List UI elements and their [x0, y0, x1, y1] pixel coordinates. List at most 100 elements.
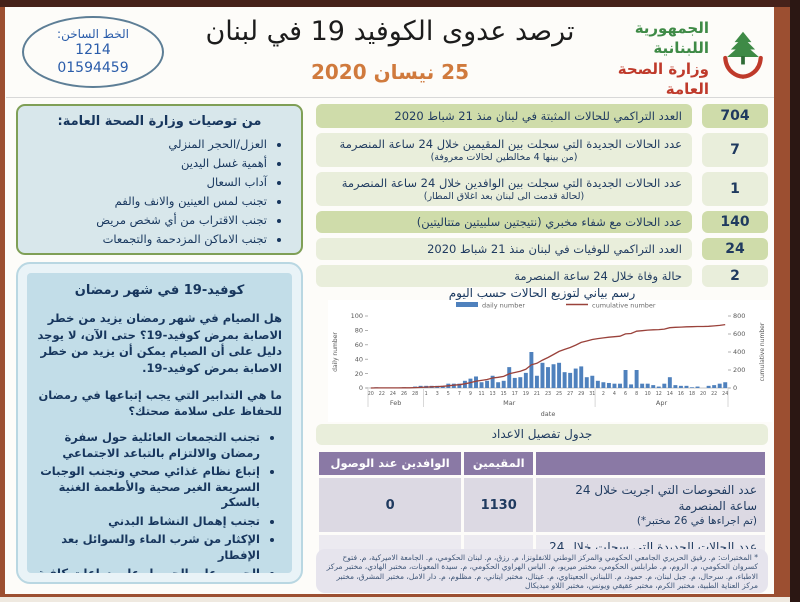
frame-right-dark	[790, 0, 800, 602]
ramadan-question: ما هي التدابير التي يجب إتباعها في رمضان…	[38, 387, 282, 419]
stat-row: عدد الحالات الجديدة التي سجلت بين المقيم…	[316, 133, 768, 167]
svg-text:23: 23	[545, 391, 551, 397]
frame-left	[0, 7, 5, 602]
svg-text:21: 21	[534, 391, 540, 397]
list-item: تجنب الاقتراب من أي شخص مريض	[30, 213, 267, 227]
hotline-label: الخط الساخن:	[57, 27, 129, 41]
svg-text:17: 17	[512, 391, 518, 397]
svg-text:24: 24	[390, 391, 396, 397]
svg-text:29: 29	[578, 391, 584, 397]
svg-text:8: 8	[635, 391, 638, 397]
list-item: تجنب التجمعات العائلية حول سفرة رمضان وا…	[37, 430, 260, 461]
stat-row: العدد التراكمي للحالات المثبتة في لبنان …	[316, 104, 768, 128]
stat-row: العدد التراكمي للوفيات في لبنان منذ 21 ش…	[316, 238, 768, 260]
svg-text:800: 800	[733, 312, 745, 320]
frame-bottom	[0, 594, 790, 597]
footnote-box: * المختبرات: م. رفيق الحريري الجامعي الح…	[316, 549, 768, 593]
stat-label: العدد التراكمي للحالات المثبتة في لبنان …	[316, 104, 692, 128]
svg-text:24: 24	[722, 391, 728, 397]
svg-text:0: 0	[359, 384, 363, 392]
frame-top	[0, 0, 800, 7]
list-item: إتباع نظام غذائي صحي وتجنب الوجبات السري…	[37, 464, 260, 511]
stat-label: عدد الحالات الجديدة التي سجلت بين الوافد…	[316, 172, 692, 206]
ramadan-title: كوفيد-19 في شهر رمضان	[74, 283, 245, 298]
recommendations-list: العزل/الحجر المنزلي أهمية غسل اليدين آداب …	[30, 137, 289, 246]
svg-text:10: 10	[645, 391, 651, 397]
ramadan-list: تجنب التجمعات العائلية حول سفرة رمضان وا…	[37, 430, 282, 573]
frame-bottom-cream	[0, 597, 790, 602]
svg-text:7: 7	[458, 391, 461, 397]
page-title: ترصد عدوى الكوفيد 19 في لبنان	[205, 16, 575, 47]
frame-right	[774, 7, 790, 602]
residents-value: 1130	[464, 477, 534, 533]
stat-value: 704	[702, 104, 768, 128]
svg-text:4: 4	[613, 391, 616, 397]
republic-name: الجمهورية اللبنانية	[634, 19, 709, 58]
svg-text:6: 6	[624, 391, 627, 397]
svg-text:16: 16	[678, 391, 684, 397]
details-table-title: جدول تفصيل الاعداد	[316, 424, 768, 445]
svg-text:0: 0	[733, 384, 737, 392]
hotline-number-short: 1214	[75, 42, 111, 58]
list-item: العزل/الحجر المنزلي	[30, 137, 267, 151]
svg-text:80: 80	[355, 327, 363, 335]
ramadan-inner: كوفيد-19 في شهر رمضان هل الصيام في شهر ر…	[27, 273, 292, 573]
list-item: تجنب لمس العينين والانف والفم	[30, 194, 267, 208]
chart-wrap: daily number cumulative number 0 20 40 60 80 10…	[328, 300, 772, 422]
stat-label: عدد الحالات مع شفاء مخبري (نتيجتين سلبيت…	[316, 211, 692, 233]
svg-text:Apr: Apr	[656, 399, 668, 407]
svg-text:9: 9	[469, 391, 472, 397]
ministry-name: وزارة الصحة العامة	[617, 59, 709, 98]
header-divider	[6, 97, 774, 98]
recommendations-box: من توصيات وزارة الصحة العامة: العزل/الحج…	[16, 104, 303, 255]
svg-text:14: 14	[667, 391, 673, 397]
arrivals-value: 0	[319, 477, 462, 533]
svg-text:20: 20	[355, 370, 363, 378]
row-label: عدد الفحوصات التي اجريت خلال 24 ساعة الم…	[536, 477, 765, 533]
details-col-residents: المقيمين	[464, 452, 534, 475]
stat-sublabel: (لحالة قدمت الى لبنان بعد اغلاق المطار)	[423, 190, 585, 202]
stat-label: العدد التراكمي للوفيات في لبنان منذ 21 ش…	[316, 238, 692, 260]
labs-footnote: * المختبرات: م. رفيق الحريري الجامعي الح…	[326, 553, 758, 591]
list-item: الإكثار من شرب الماء والسوائل بعد الإفطا…	[37, 532, 260, 563]
stat-row: عدد الحالات الجديدة التي سجلت بين الوافد…	[316, 172, 768, 206]
stat-value: 2	[702, 265, 768, 287]
details-col-empty	[536, 452, 765, 475]
stat-label: عدد الحالات الجديدة التي سجلت بين المقيم…	[316, 133, 692, 167]
cedar-hands-icon	[715, 29, 771, 89]
stat-value: 1	[702, 172, 768, 206]
stat-row: حالة وفاة خلال 24 ساعة المنصرمة 2	[316, 265, 768, 287]
svg-text:Feb: Feb	[390, 399, 402, 407]
svg-text:2: 2	[602, 391, 605, 397]
svg-text:20: 20	[700, 391, 706, 397]
list-item: تجنب إهمال النشاط البدني	[37, 514, 260, 530]
moph-logo: الجمهورية اللبنانية وزارة الصحة العامة	[583, 18, 771, 99]
svg-text:daily number: daily number	[332, 332, 339, 372]
list-item: أهمية غسل اليدين	[30, 156, 267, 170]
svg-text:date: date	[541, 410, 556, 418]
svg-text:400: 400	[733, 348, 745, 356]
svg-text:100: 100	[351, 312, 363, 320]
details-col-arrivals: الوافدين عند الوصول	[319, 452, 462, 475]
svg-text:27: 27	[567, 391, 573, 397]
svg-text:60: 60	[355, 341, 363, 349]
svg-text:20: 20	[368, 391, 374, 397]
svg-text:15: 15	[501, 391, 507, 397]
svg-text:13: 13	[490, 391, 496, 397]
svg-text:cumulative number: cumulative number	[592, 302, 656, 310]
report-date: 25 نيسان 2020	[310, 60, 470, 84]
svg-text:5: 5	[447, 391, 450, 397]
stat-value: 24	[702, 238, 768, 260]
svg-text:25: 25	[556, 391, 562, 397]
moph-logo-text: الجمهورية اللبنانية وزارة الصحة العامة	[583, 18, 709, 99]
stats-rows: العدد التراكمي للحالات المثبتة في لبنان …	[316, 104, 768, 287]
svg-text:Mar: Mar	[503, 399, 516, 407]
svg-text:19: 19	[523, 391, 529, 397]
list-item: تجنب الاماكن المزدحمة والتجمعات	[30, 232, 267, 246]
ramadan-box: كوفيد-19 في شهر رمضان هل الصيام في شهر ر…	[16, 262, 303, 584]
svg-text:28: 28	[412, 391, 418, 397]
arrival-footnote: ** منها حالة تم تشخيصها بعد مرور ايام عل…	[326, 592, 758, 594]
stat-sublabel: (من بينها 4 مخالطين لحالات معروفة)	[430, 151, 578, 163]
svg-text:daily number: daily number	[482, 302, 525, 310]
